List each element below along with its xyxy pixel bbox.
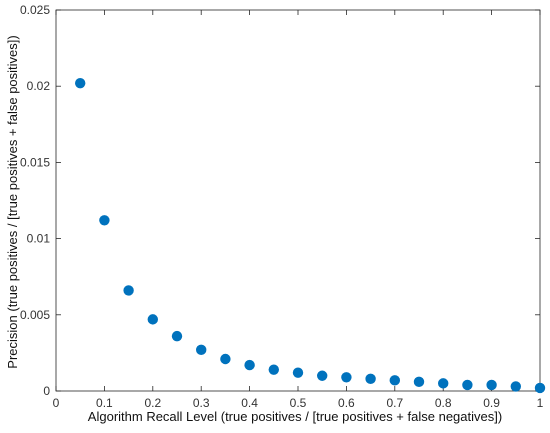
y-tick-label: 0 [43, 384, 50, 398]
data-point [413, 376, 425, 388]
data-point [365, 373, 376, 385]
y-tick-label: 0.015 [20, 155, 50, 169]
data-point [171, 330, 183, 342]
y-tick-label: 0.02 [27, 79, 51, 93]
data-point [244, 359, 255, 371]
y-tick-label: 0.01 [27, 232, 51, 246]
axes: 0 0.1 0.2 0.3 0.4 0.5 0.6 0.7 0.8 0.9 1 0 0.005 0.01 0… [20, 3, 544, 410]
y-axis-label: Precision (true positives / [true positi… [5, 35, 20, 368]
data-point [486, 379, 497, 391]
data-point [123, 285, 134, 296]
data-point [99, 215, 110, 226]
x-tick-label: 1 [537, 396, 544, 410]
data-point [341, 372, 352, 383]
plot-frame [55, 9, 541, 392]
data-point [220, 353, 231, 365]
data-point [534, 382, 546, 394]
x-tick-label: 0.2 [144, 396, 161, 410]
data-point [268, 364, 279, 375]
y-tick-label: 0.025 [20, 3, 50, 17]
data-point [292, 367, 304, 378]
x-tick-label: 0.4 [241, 396, 258, 410]
x-tick-label: 0.8 [435, 396, 452, 410]
data-point [462, 379, 473, 391]
x-tick-label: 0.5 [290, 396, 307, 410]
x-tick-label: 0.3 [193, 396, 210, 410]
data-points [75, 77, 546, 394]
y-tick-label: 0.005 [20, 308, 50, 322]
x-tick-label: 0.6 [338, 396, 355, 410]
data-point [510, 381, 521, 392]
data-point [75, 77, 86, 89]
data-point [196, 344, 207, 356]
x-tick-label: 0.7 [386, 396, 403, 410]
x-tick-label: 0.1 [96, 396, 113, 410]
x-axis-label: Algorithm Recall Level (true positives /… [88, 409, 502, 424]
data-point [317, 370, 328, 381]
x-tick-label: 0.9 [483, 396, 500, 410]
x-tick-label: 0 [53, 396, 60, 410]
data-point [147, 314, 158, 325]
data-point [438, 378, 449, 389]
data-point [389, 375, 400, 386]
